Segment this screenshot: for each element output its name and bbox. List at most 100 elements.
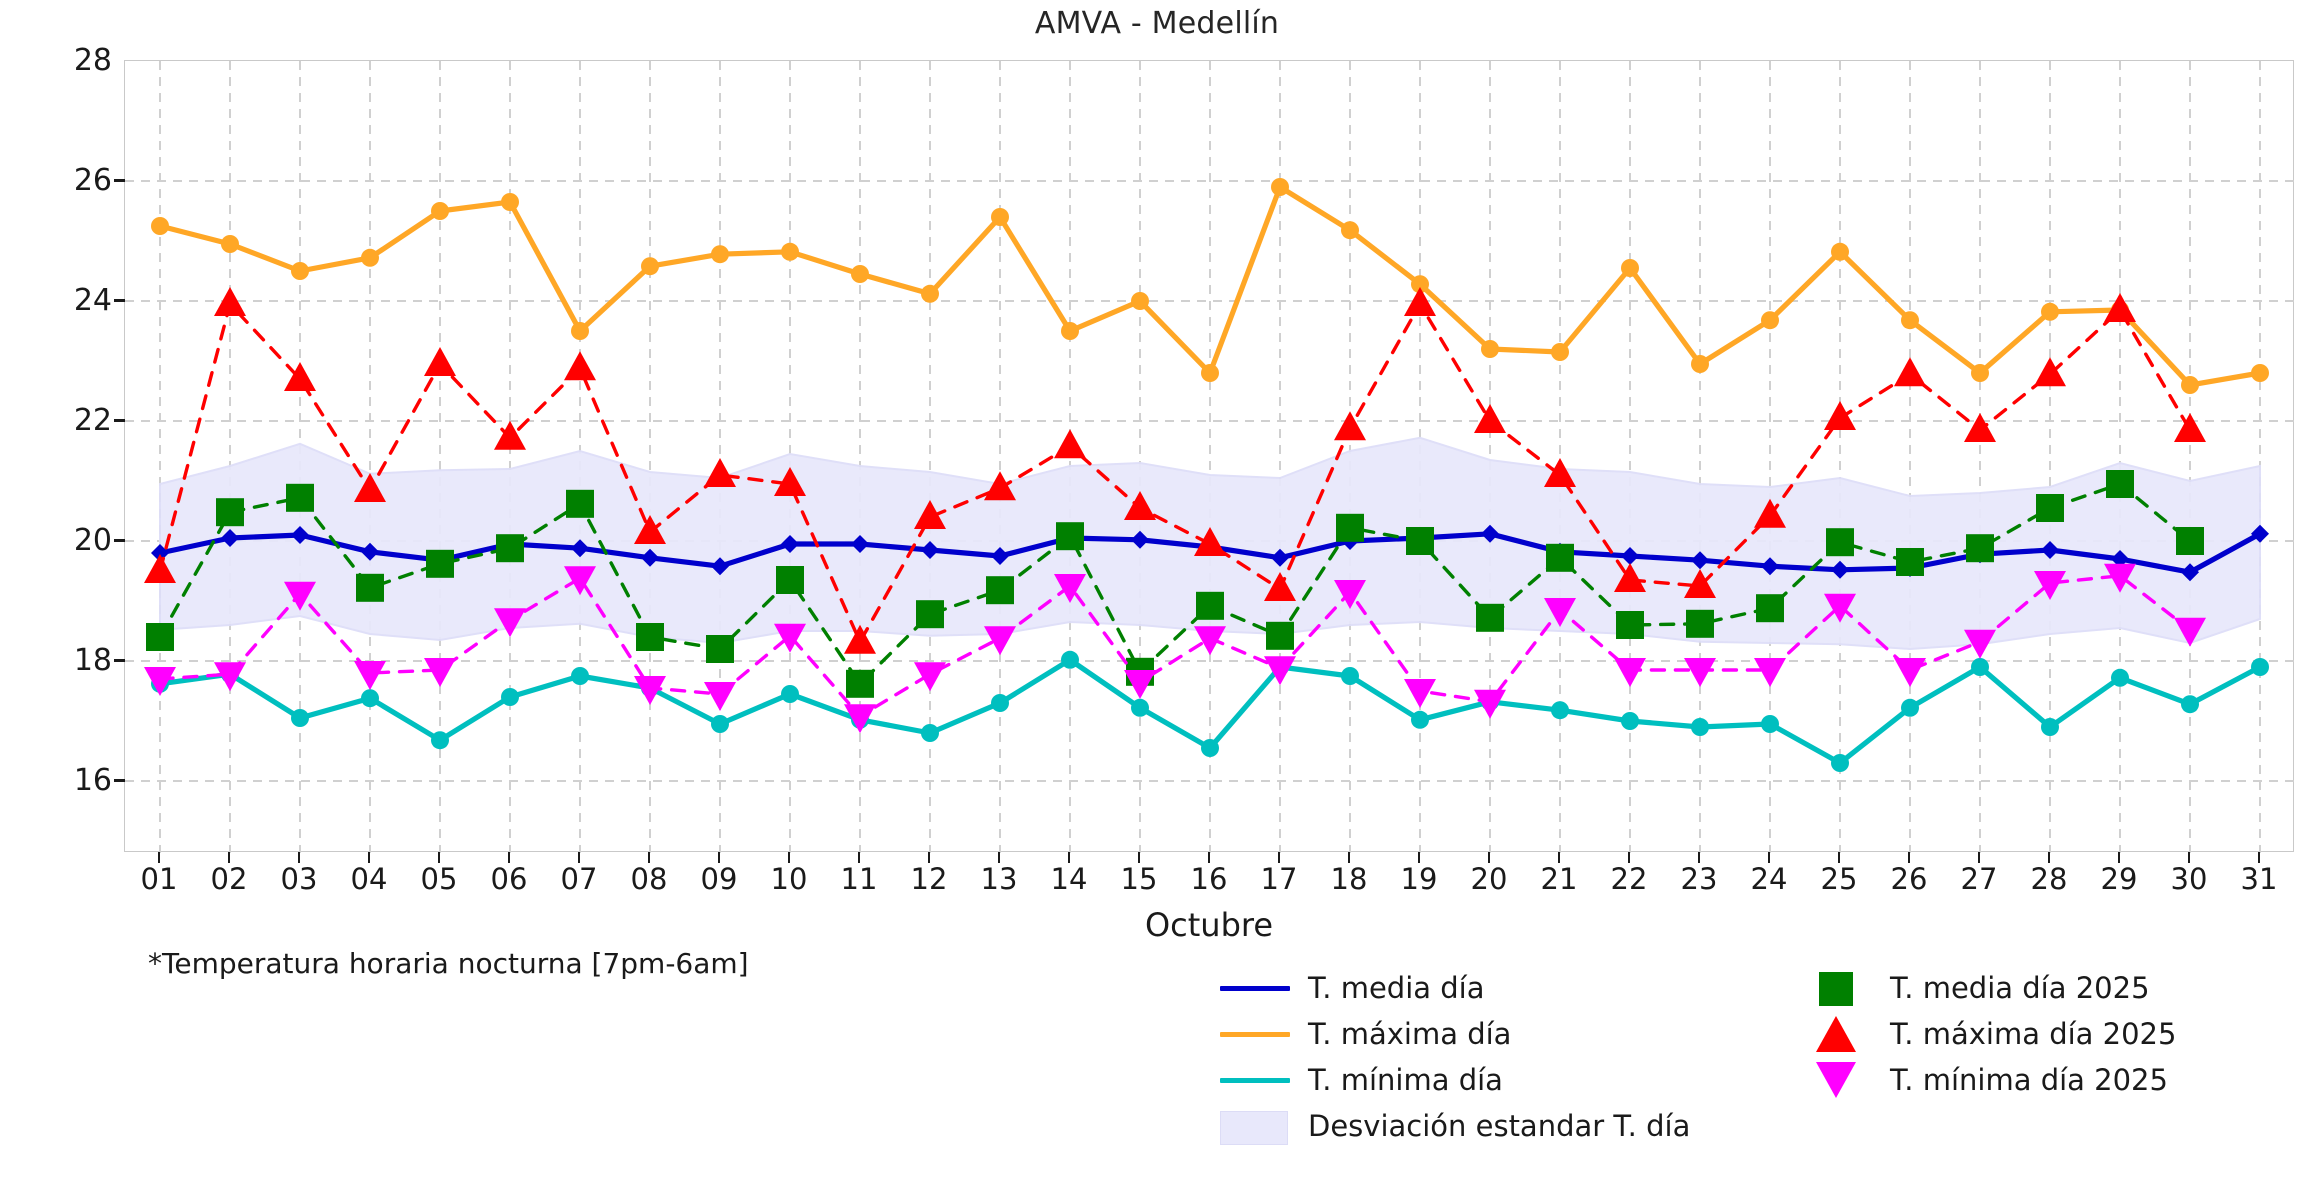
x-axis-tick-label: 07 (560, 862, 598, 896)
legend-column-right: T. media día 2025 T. máxima día 2025 T. mí… (1798, 965, 2176, 1103)
y-axis-tick-label: 26 (73, 163, 112, 198)
x-axis-tick-mark (507, 852, 511, 863)
series-t-m-nima-d-a-2025 (144, 563, 2206, 734)
x-axis-tick-label: 12 (910, 862, 948, 896)
x-axis-tick-label: 05 (420, 862, 458, 896)
legend-item[interactable]: Desviación estandar T. día (1216, 1103, 1690, 1149)
y-axis-tick-mark (114, 779, 125, 782)
x-axis-tick-mark (2047, 852, 2051, 863)
legend-triangle-down-marker-icon (1816, 1062, 1856, 1098)
x-axis-tick-label: 06 (490, 862, 528, 896)
legend-item[interactable]: T. media día (1216, 965, 1690, 1011)
x-axis-tick-label: 29 (2100, 862, 2138, 896)
y-axis-tick-mark (114, 299, 125, 302)
legend-line-swatch (1220, 1032, 1290, 1037)
x-axis-tick-label: 18 (1330, 862, 1368, 896)
legend-line-swatch (1220, 986, 1290, 991)
x-axis-tick-mark (997, 852, 1001, 863)
x-axis-label: Octubre (1144, 906, 1274, 944)
x-axis-tick-label: 02 (210, 862, 248, 896)
x-axis-tick-label: 16 (1190, 862, 1228, 896)
legend-item-label: T. media día 2025 (1890, 971, 2150, 1005)
x-axis-tick-mark (1907, 852, 1911, 863)
x-axis-tick-mark (2257, 852, 2261, 863)
legend-item[interactable]: T. máxima día (1216, 1011, 1690, 1057)
x-axis-tick-label: 28 (2030, 862, 2068, 896)
x-axis-tick-mark (297, 852, 301, 863)
legend: T. media día T. máxima día T. mínima día De… (1216, 965, 2296, 1155)
x-axis-tick-label: 11 (840, 862, 878, 896)
plot-area (124, 60, 2295, 853)
legend-column-left: T. media día T. máxima día T. mínima día De… (1216, 965, 1690, 1149)
x-axis-tick-mark (1277, 852, 1281, 863)
legend-item-label: T. mínima día 2025 (1890, 1063, 2168, 1097)
x-axis-tick-mark (927, 852, 931, 863)
y-axis-tick-mark (114, 419, 125, 422)
x-axis-tick-label: 21 (1540, 862, 1578, 896)
x-axis-tick-mark (1137, 852, 1141, 863)
legend-item[interactable]: T. mínima día 2025 (1798, 1057, 2176, 1103)
x-axis-tick-mark (2117, 852, 2121, 863)
y-axis-tick-label: 16 (73, 763, 112, 798)
legend-item-label: T. media día (1308, 971, 1485, 1005)
x-axis-tick-label: 08 (630, 862, 668, 896)
x-axis-tick-mark (577, 852, 581, 863)
x-axis-tick-label: 31 (2240, 862, 2278, 896)
x-axis-tick-label: 04 (350, 862, 388, 896)
x-axis-tick-label: 26 (1890, 862, 1928, 896)
x-axis-tick-mark (157, 852, 161, 863)
x-axis-tick-mark (1627, 852, 1631, 863)
series-t-m-xima-d-a (151, 178, 2269, 394)
series-t-media-d-a-2025 (146, 470, 2204, 698)
gridlines (125, 61, 2295, 853)
legend-square-marker-icon (1819, 972, 1853, 1006)
x-axis-tick-label: 13 (980, 862, 1018, 896)
legend-line-swatch (1220, 1078, 1290, 1083)
legend-item-label: T. máxima día (1308, 1017, 1512, 1051)
x-axis-tick-mark (1977, 852, 1981, 863)
series-t-m-xima-d-a-2025 (144, 287, 2206, 654)
x-axis-tick-label: 24 (1750, 862, 1788, 896)
y-axis-tick-label: 20 (73, 523, 112, 558)
x-axis-tick-mark (1767, 852, 1771, 863)
legend-item[interactable]: T. mínima día (1216, 1057, 1690, 1103)
legend-item-label: Desviación estandar T. día (1308, 1109, 1691, 1143)
x-axis-tick-mark (2187, 852, 2191, 863)
x-axis-tick-label: 20 (1470, 862, 1508, 896)
y-axis-tick-mark (114, 179, 125, 182)
x-axis-tick-label: 27 (1960, 862, 1998, 896)
y-axis-tick-mark (114, 659, 125, 662)
x-axis-tick-label: 15 (1120, 862, 1158, 896)
x-axis-tick-mark (1067, 852, 1071, 863)
legend-band-swatch (1220, 1111, 1288, 1145)
x-axis-tick-mark (857, 852, 861, 863)
series-t-m-nima-d-a (151, 650, 2269, 772)
legend-item-label: T. máxima día 2025 (1890, 1017, 2177, 1051)
y-axis-tick-label: 24 (73, 283, 112, 318)
x-axis-tick-mark (1487, 852, 1491, 863)
x-axis-tick-mark (1557, 852, 1561, 863)
legend-item[interactable]: T. máxima día 2025 (1798, 1011, 2176, 1057)
x-axis-tick-label: 10 (770, 862, 808, 896)
x-axis-tick-label: 09 (700, 862, 738, 896)
x-axis-tick-label: 19 (1400, 862, 1438, 896)
x-axis-tick-mark (647, 852, 651, 863)
y-axis-tick-mark (114, 539, 125, 542)
x-axis-tick-label: 01 (140, 862, 178, 896)
footnote: *Temperatura horaria nocturna [7pm-6am] (148, 947, 749, 980)
y-axis-tick-label: 22 (73, 403, 112, 438)
legend-triangle-up-marker-icon (1816, 1016, 1856, 1052)
x-axis-tick-label: 23 (1680, 862, 1718, 896)
page-title: AMVA - Medellín (1034, 6, 1280, 41)
data-series (144, 178, 2269, 772)
legend-item[interactable]: T. media día 2025 (1798, 965, 2176, 1011)
x-axis-tick-label: 03 (280, 862, 318, 896)
x-axis-tick-mark (1837, 852, 1841, 863)
y-axis-tick-label: 18 (73, 643, 112, 678)
plot-svg (125, 61, 2295, 853)
x-axis-tick-mark (1347, 852, 1351, 863)
x-axis-tick-label: 17 (1260, 862, 1298, 896)
x-axis-tick-mark (1207, 852, 1211, 863)
x-axis-tick-label: 25 (1820, 862, 1858, 896)
